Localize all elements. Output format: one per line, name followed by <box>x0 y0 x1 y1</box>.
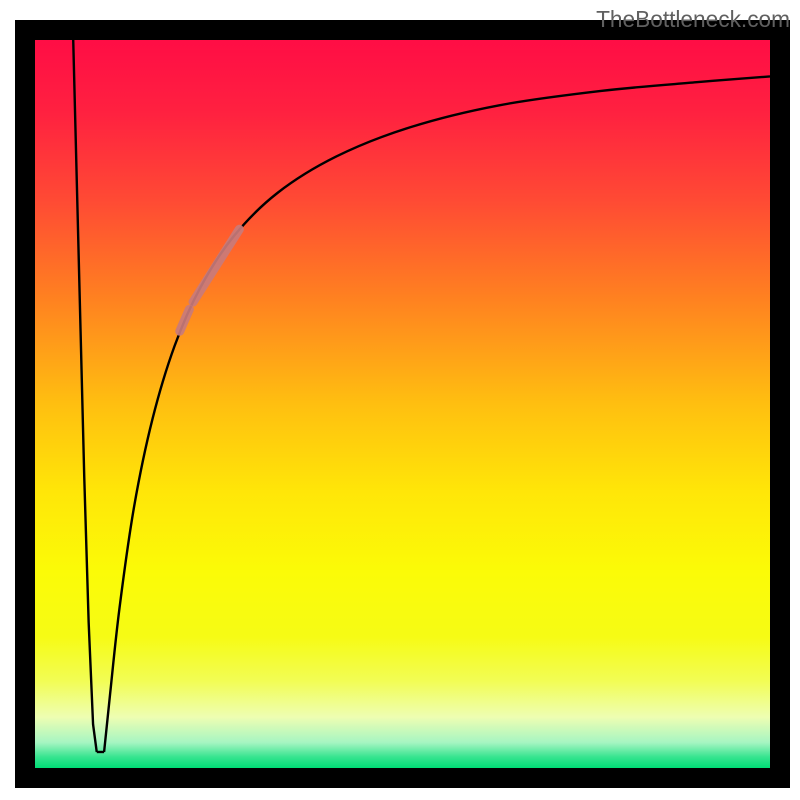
chart-stage: TheBottleneck.com <box>0 0 800 800</box>
plot-gradient-bg <box>35 40 770 768</box>
watermark-text: TheBottleneck.com <box>596 6 790 33</box>
chart-svg <box>0 0 800 800</box>
